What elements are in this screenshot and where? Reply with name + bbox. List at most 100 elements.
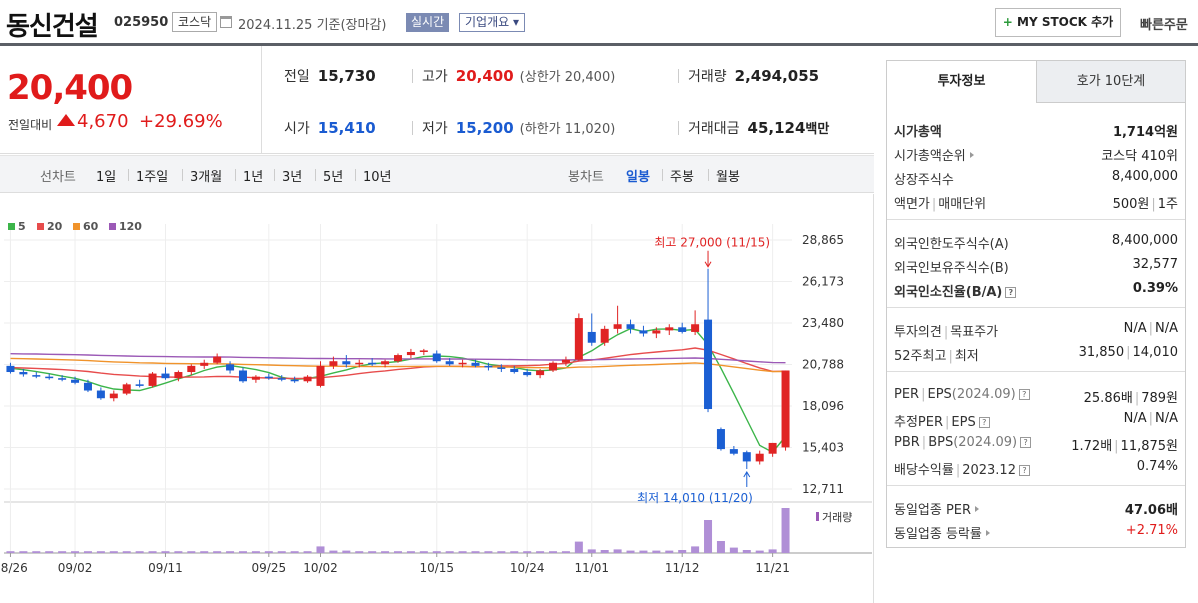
legend-label: 20 bbox=[47, 220, 63, 233]
my-stock-label: MY STOCK 추가 bbox=[1017, 15, 1114, 29]
period-tab-5[interactable]: 5년 bbox=[323, 170, 344, 185]
volume-bar bbox=[187, 551, 196, 553]
w52-high-value: 31,850 bbox=[1078, 345, 1125, 360]
open-price: 시가 15,410 bbox=[284, 118, 376, 138]
company-overview-button[interactable]: 기업개요 ▾ bbox=[459, 13, 525, 32]
volume-bar bbox=[45, 551, 54, 553]
opinion-target-label: 투자의견 | 목표주가 bbox=[894, 321, 998, 340]
line-chart-title: 선차트 bbox=[40, 170, 76, 185]
row-opinion: 투자의견 | 목표주가 N/A | N/A bbox=[887, 317, 1185, 341]
up-arrow-icon bbox=[57, 114, 75, 126]
volume-bar bbox=[574, 541, 583, 553]
period-tab-6[interactable]: 10년 bbox=[363, 170, 392, 185]
prev-close-label: 전일 bbox=[284, 69, 310, 85]
volume-label: 거래량 bbox=[822, 511, 852, 524]
opinion-value: N/A bbox=[1123, 321, 1147, 336]
change-percent: +29.69% bbox=[139, 111, 223, 132]
volume-legend-swatch bbox=[816, 512, 819, 521]
high-price: 고가 20,400 (상한가 20,400) bbox=[412, 66, 616, 86]
candle-body bbox=[536, 370, 545, 376]
candle-body bbox=[187, 365, 196, 373]
per-eps-label: PER | EPS(2024.09)? bbox=[894, 387, 1030, 402]
opinion-label: 투자의견 bbox=[894, 325, 942, 340]
upper-limit: (상한가 20,400) bbox=[519, 70, 616, 85]
candle-body bbox=[290, 379, 299, 382]
candle-body bbox=[381, 361, 390, 365]
divider bbox=[708, 169, 709, 181]
candlestick-chart-svg: 08/26 09/02 09/11 09/25 10/02 10/15 10/24 11/01… bbox=[0, 220, 872, 575]
y-tick-label: 28,865 bbox=[802, 233, 844, 247]
help-icon[interactable]: ? bbox=[1018, 465, 1030, 476]
as-of-date: 2024.11.25 기준(장마감) bbox=[238, 18, 387, 33]
candle-tab-2[interactable]: 월봉 bbox=[716, 170, 740, 185]
foreign-hold-value: 32,577 bbox=[1132, 257, 1179, 272]
ma-line-20 bbox=[10, 347, 786, 380]
separator: | bbox=[931, 197, 937, 212]
volume-bar bbox=[226, 551, 235, 553]
period-tab-1[interactable]: 1주일 bbox=[136, 170, 169, 185]
help-icon[interactable]: ? bbox=[978, 417, 990, 428]
low-label: 저가 bbox=[422, 121, 448, 137]
candle-body bbox=[652, 330, 661, 334]
target-label: 목표주가 bbox=[950, 325, 999, 340]
listed-shares-label: 상장주식수 bbox=[894, 173, 954, 188]
divider bbox=[887, 219, 1185, 220]
tab-orderbook[interactable]: 호가 10단계 bbox=[1036, 61, 1185, 103]
candle-tab-1[interactable]: 주봉 bbox=[670, 170, 694, 185]
y-tick-label: 18,096 bbox=[802, 399, 844, 413]
realtime-button[interactable]: 실시간 bbox=[406, 13, 450, 32]
volume-bar bbox=[458, 551, 467, 553]
arrow-right-icon bbox=[985, 530, 990, 536]
listed-shares-value: 8,400,000 bbox=[1111, 169, 1178, 184]
volume-bar bbox=[600, 550, 609, 553]
divider bbox=[128, 169, 129, 181]
arrow-right-icon bbox=[969, 152, 974, 158]
volume-bar bbox=[497, 551, 506, 553]
par-value: 500원 bbox=[1112, 197, 1150, 212]
y-tick-label: 26,173 bbox=[802, 274, 844, 288]
help-icon[interactable]: ? bbox=[1018, 389, 1030, 400]
eps-value: 789원 bbox=[1141, 391, 1178, 406]
candle-body bbox=[355, 362, 364, 365]
y-tick-label: 12,711 bbox=[802, 482, 844, 496]
y-tick-label: 20,788 bbox=[802, 358, 844, 372]
volume-bar bbox=[536, 551, 545, 553]
period-tab-2[interactable]: 3개월 bbox=[190, 170, 223, 185]
volume-bar bbox=[716, 541, 725, 553]
candle-body bbox=[639, 330, 648, 334]
volume-bar bbox=[665, 550, 674, 553]
quick-order-button[interactable]: 빠른주문 bbox=[1140, 18, 1188, 33]
foreign-ratio-label: 외국인소진율(B/A)? bbox=[894, 281, 1017, 300]
candle-body bbox=[665, 327, 674, 331]
candle-body bbox=[96, 390, 105, 399]
volume: 거래량 2,494,055 bbox=[678, 66, 819, 86]
candle-body bbox=[393, 355, 403, 362]
tab-investment-info[interactable]: 투자정보 bbox=[887, 61, 1036, 103]
row-per-eps: PER | EPS(2024.09)? 25.86배 | 789원 bbox=[887, 383, 1185, 407]
separator: | bbox=[955, 463, 961, 478]
my-stock-add-button[interactable]: + MY STOCK 추가 bbox=[995, 8, 1121, 37]
period-tab-3[interactable]: 1년 bbox=[243, 170, 264, 185]
low-value: 15,200 bbox=[455, 119, 514, 137]
help-icon[interactable]: ? bbox=[1005, 287, 1017, 298]
candle-body bbox=[432, 353, 441, 362]
sector-change-label[interactable]: 동일업종 등락률 bbox=[894, 523, 990, 542]
chart-period-bar: 선차트 1일 1주일 3개월 1년 3년 5년 10년 봉차트 일봉 주봉 월봉 bbox=[0, 155, 874, 193]
candle-tab-0[interactable]: 일봉 bbox=[626, 170, 650, 185]
market-cap-rank-text: 시가총액순위 bbox=[894, 149, 966, 164]
volume-bar bbox=[148, 551, 157, 553]
x-tick-label: 08/26 bbox=[0, 561, 28, 575]
market-cap-rank-label[interactable]: 시가총액순위 bbox=[894, 145, 974, 164]
sector-per-label[interactable]: 동일업종 PER bbox=[894, 499, 980, 518]
candle-body bbox=[122, 384, 131, 394]
period-tab-4[interactable]: 3년 bbox=[282, 170, 303, 185]
help-icon[interactable]: ? bbox=[1020, 437, 1032, 448]
trade-unit-value: 1주 bbox=[1157, 197, 1178, 212]
candle-body bbox=[238, 370, 247, 382]
period-tab-0[interactable]: 1일 bbox=[96, 170, 117, 185]
volume-bar bbox=[587, 549, 596, 553]
stock-code: 025950 bbox=[114, 15, 169, 30]
candle-body bbox=[226, 364, 235, 371]
trade-value-label: 거래대금 bbox=[688, 121, 740, 137]
volume-bar bbox=[549, 551, 558, 553]
